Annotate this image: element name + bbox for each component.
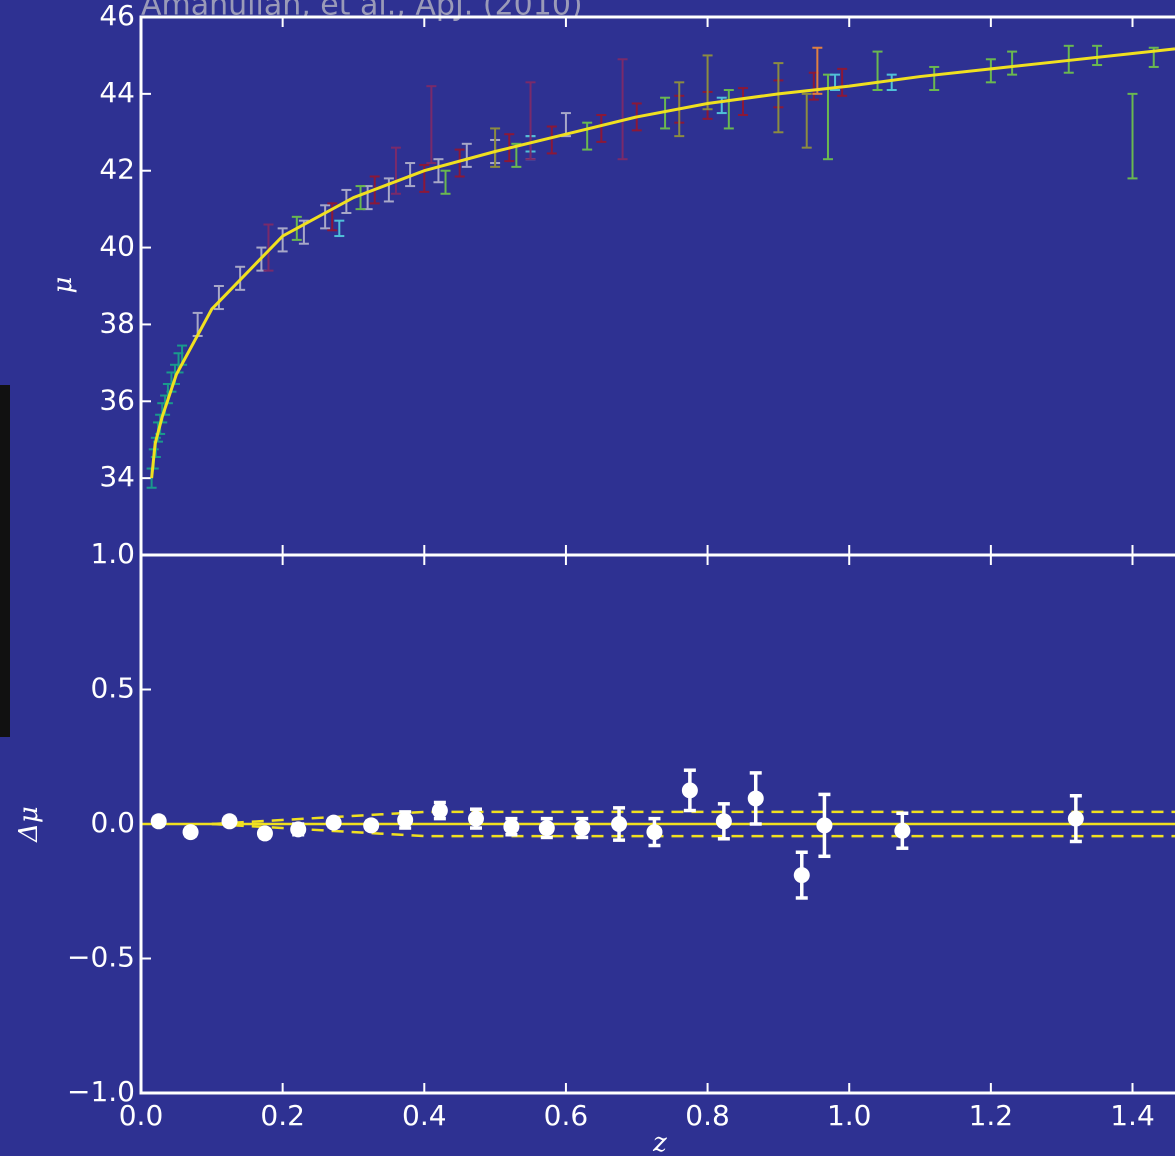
plot-frame (139, 15, 1175, 557)
y-tick-label: 1.0 (90, 537, 135, 570)
plot-frame (139, 553, 1175, 1095)
y-tick-label: 36 (99, 383, 135, 416)
y-tick-label: −0.5 (67, 941, 135, 974)
error-bar (461, 142, 472, 168)
error-bar (546, 125, 557, 155)
point (816, 817, 833, 834)
point (894, 822, 911, 839)
point (538, 820, 555, 837)
error-bar (490, 127, 501, 168)
error-bar (837, 67, 848, 97)
point (747, 790, 764, 807)
x-tick-label: 0.8 (685, 1099, 730, 1132)
point (611, 816, 628, 832)
point (715, 813, 732, 830)
point (256, 825, 273, 842)
point (397, 811, 414, 828)
error-bar (277, 227, 288, 253)
error-bar (723, 89, 734, 130)
error-bar (985, 58, 996, 84)
x-tick-label: 0.4 (402, 1099, 447, 1132)
error-bar (737, 87, 748, 116)
point (182, 824, 199, 841)
error-bar (886, 73, 897, 92)
fit-line (150, 47, 1175, 479)
band-line (211, 810, 1175, 826)
point (793, 867, 810, 884)
error-bar (812, 46, 823, 95)
error-bar (1007, 50, 1018, 76)
point (363, 817, 380, 834)
error-bar (454, 148, 465, 178)
point (681, 782, 698, 799)
error-bar (355, 185, 366, 211)
error-bar (383, 177, 394, 203)
point (431, 802, 448, 819)
error-bar (1092, 44, 1103, 67)
error-bar (801, 92, 812, 149)
point (503, 818, 520, 835)
error-bar (390, 146, 401, 195)
x-tick-label: 1.2 (969, 1099, 1014, 1132)
y-tick-label: 0.0 (90, 806, 135, 839)
point (467, 810, 484, 827)
point (325, 814, 342, 831)
error-bar (582, 121, 593, 151)
x-tick-label: 0.6 (544, 1099, 589, 1132)
point (646, 824, 663, 841)
error-bar (660, 96, 671, 130)
y-tick-label: 46 (99, 0, 135, 32)
chart-title: Amanullah, et al., ApJ. (2010) (141, 0, 583, 23)
error-bar (773, 62, 784, 134)
x-tick-label: 0.2 (260, 1099, 305, 1132)
point (221, 813, 238, 830)
error-bar (320, 204, 331, 230)
y-axis-label: μ (48, 277, 78, 294)
error-bar (596, 113, 607, 143)
y-tick-label: −1.0 (67, 1075, 135, 1108)
y-axis-label: Δμ (14, 806, 44, 843)
point (1067, 810, 1084, 827)
point (150, 813, 167, 830)
y-tick-label: 38 (99, 306, 135, 339)
error-bar (433, 158, 444, 184)
band-line (211, 822, 1175, 838)
error-bar (334, 219, 345, 238)
y-tick-label: 42 (99, 153, 135, 186)
error-bar (213, 285, 224, 311)
point (290, 821, 307, 838)
y-tick-label: 44 (99, 76, 135, 109)
error-bar (702, 54, 713, 111)
x-tick-label: 1.4 (1110, 1099, 1155, 1132)
x-tick-label: 0.0 (119, 1099, 164, 1132)
side-strip (0, 385, 10, 737)
error-bar (1127, 92, 1138, 180)
y-tick-label: 0.5 (90, 672, 135, 705)
y-tick-label: 40 (99, 230, 135, 263)
error-bar (263, 223, 274, 272)
x-tick-label: 1.0 (827, 1099, 872, 1132)
error-bar (426, 85, 437, 165)
point (574, 820, 591, 837)
error-bar (440, 169, 451, 195)
error-bar (617, 58, 628, 161)
x-axis-label: z (652, 1128, 667, 1156)
error-bar (929, 65, 940, 92)
y-tick-label: 34 (99, 460, 135, 493)
error-bar (525, 81, 536, 161)
